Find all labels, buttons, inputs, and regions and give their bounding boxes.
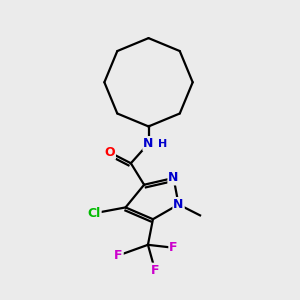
Text: O: O bbox=[104, 146, 115, 159]
Text: F: F bbox=[169, 241, 178, 254]
Text: Cl: Cl bbox=[87, 207, 101, 220]
Text: H: H bbox=[158, 139, 167, 148]
Text: N: N bbox=[168, 172, 179, 184]
Text: N: N bbox=[173, 198, 184, 211]
Text: F: F bbox=[114, 249, 123, 262]
Text: F: F bbox=[151, 264, 159, 277]
Text: N: N bbox=[143, 137, 154, 150]
